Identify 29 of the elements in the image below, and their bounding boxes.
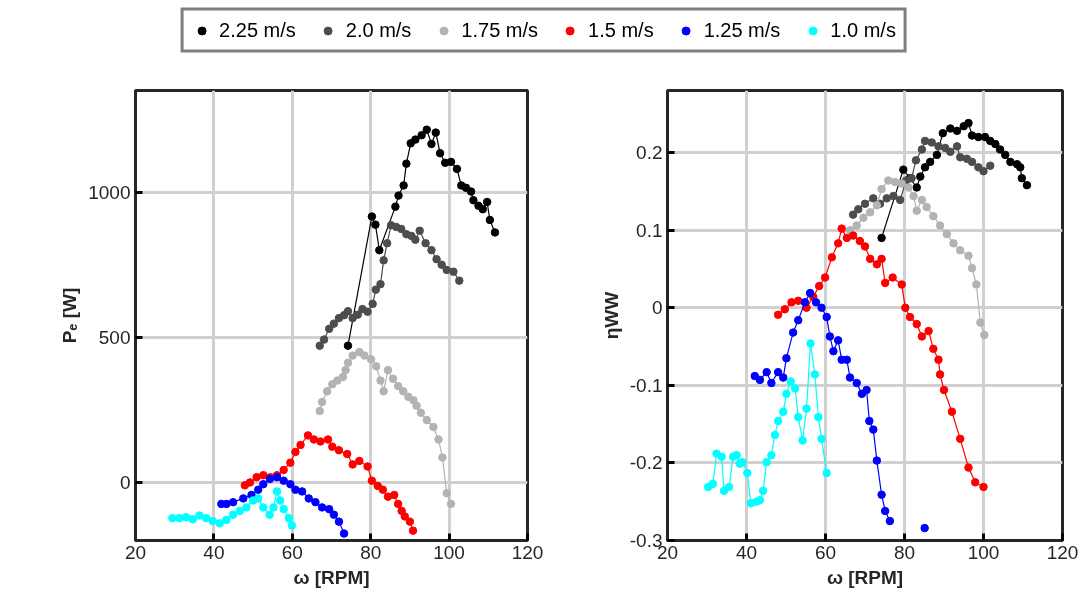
x-tick-label: 120: [1046, 541, 1079, 563]
y-tick-label: 0.2: [636, 142, 663, 164]
x-tick-label: 40: [203, 541, 225, 563]
y-tick-label: -0.2: [629, 452, 663, 474]
x-tick-label: 120: [511, 541, 544, 563]
legend-label: 1.25 m/s: [703, 18, 781, 42]
y-axis-title: Pₑ [W]: [59, 287, 81, 344]
x-tick-label: 100: [433, 541, 465, 563]
x-axis-title: ω [RPM]: [293, 566, 370, 588]
legend-label: 2.0 m/s: [345, 18, 412, 42]
y-tick-label: 0: [651, 297, 663, 319]
x-tick-label: 60: [281, 541, 303, 563]
y-tick-label: 1000: [88, 181, 131, 203]
x-tick-label: 20: [124, 541, 147, 563]
x-tick-label: 100: [967, 541, 1000, 563]
y-tick-label: 0.1: [636, 219, 663, 241]
y-tick-label: -0.1: [629, 374, 663, 396]
legend-label: 1.75 m/s: [461, 18, 539, 42]
x-tick-label: 60: [814, 541, 837, 563]
y-tick-label: 500: [98, 326, 131, 348]
y-tick-label: 0: [119, 471, 131, 493]
legend-label: 1.0 m/s: [830, 18, 896, 42]
x-axis-title: ω [RPM]: [826, 566, 904, 588]
x-tick-label: 80: [893, 541, 916, 563]
x-tick-label: 40: [735, 541, 758, 563]
y-axis-title: ηWW: [600, 291, 622, 340]
legend-label: 1.5 m/s: [588, 18, 654, 42]
legend-label: 2.25 m/s: [219, 18, 296, 42]
x-tick-label: 80: [360, 541, 382, 563]
